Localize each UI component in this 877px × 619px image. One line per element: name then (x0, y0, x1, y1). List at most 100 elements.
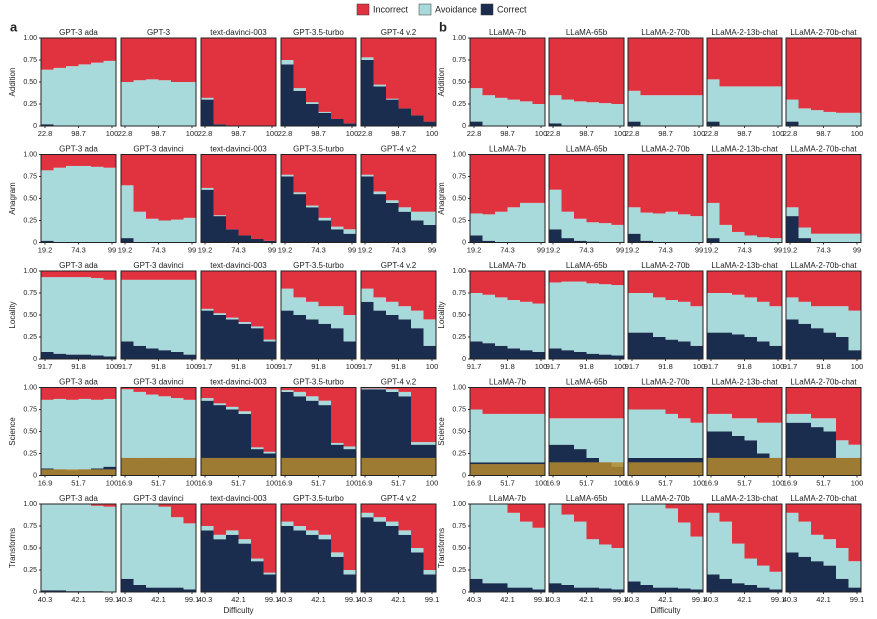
bar-segment (78, 277, 92, 355)
bar-segment (386, 315, 399, 359)
panel-group-label: a (10, 19, 18, 34)
bar-segment (171, 279, 184, 352)
x-tick-label: 100 (614, 478, 627, 487)
bar-segment (678, 387, 691, 419)
bar-segment (158, 220, 172, 243)
bar-segment (121, 279, 134, 342)
bar-segment (41, 271, 54, 278)
bar-segment (586, 283, 600, 354)
bar-segment (786, 319, 799, 359)
bar-segment (423, 345, 437, 359)
row-label: Science (437, 417, 446, 446)
x-tick-label: 100 (772, 478, 785, 487)
x-tick-label: 74.3 (816, 245, 831, 254)
bar-segment (848, 310, 862, 351)
bar-segment (532, 387, 546, 414)
x-tick-label: 99 (616, 245, 624, 254)
bar-segment (306, 534, 319, 592)
panel-title: GPT-3.5-turbo (293, 261, 344, 270)
bar-segment (133, 387, 147, 392)
x-tick-label: 51.7 (658, 478, 673, 487)
bar-segment (121, 82, 134, 126)
bar-segment (757, 271, 770, 302)
x-tick-label: 98.7 (391, 129, 406, 138)
x-tick-label: 99 (774, 245, 782, 254)
bar-segment (786, 271, 799, 298)
bar-segment (611, 504, 625, 548)
panel-title: GPT-3 davinci (133, 261, 183, 270)
bar-segment (836, 271, 849, 307)
bar-segment (238, 539, 252, 544)
bar-segment (343, 38, 357, 124)
bar-segment (811, 387, 824, 419)
panel-title: GPT-3.5-turbo (293, 28, 344, 37)
bar-segment (719, 86, 733, 126)
bar-segment (411, 115, 424, 126)
bar-segment (53, 167, 67, 243)
x-tick-label: 91.7 (704, 362, 719, 371)
bar-segment (386, 202, 399, 243)
bar-segment (707, 154, 720, 203)
x-tick-label: 74.3 (311, 245, 326, 254)
bar-segment (665, 339, 679, 359)
bar-segment (343, 504, 357, 570)
bar-segment (507, 38, 521, 100)
bar-segment (482, 154, 496, 215)
bar-segment (628, 409, 641, 458)
bar-segment (690, 95, 704, 126)
chance-band (549, 462, 624, 476)
bar-segment (470, 88, 483, 122)
bar-segment (495, 211, 508, 243)
bar-segment (293, 154, 307, 193)
bar-segment (133, 504, 147, 585)
bar-segment (848, 350, 862, 359)
bar-segment (757, 387, 770, 423)
bar-segment (91, 505, 104, 592)
bar-segment (769, 504, 783, 572)
bar-segment (532, 589, 546, 592)
bar-segment (373, 86, 387, 126)
bar-segment (41, 351, 54, 359)
bar-segment (769, 238, 783, 243)
bar-segment (757, 504, 770, 566)
y-tick-label: 0.75 (23, 523, 37, 530)
x-tick-label: 91.7 (625, 362, 640, 371)
chance-band (628, 462, 703, 476)
bar-segment (78, 154, 92, 166)
bar-segment (53, 398, 67, 470)
bar-segment (719, 578, 733, 592)
panel-title: LLaMA-2-70b-chat (790, 28, 857, 37)
bar-segment (201, 530, 214, 592)
x-tick-label: 100 (535, 129, 548, 138)
x-tick-label: 74.3 (737, 245, 752, 254)
bar-segment (78, 38, 92, 65)
bar-segment (91, 62, 104, 126)
y-tick-label: 0.75 (23, 406, 37, 413)
panel-title: LLaMA-2-70b (641, 145, 690, 154)
bar-segment (495, 345, 508, 359)
y-tick-label: 1.00 (452, 268, 466, 275)
bar-segment (343, 574, 357, 592)
y-tick-label: 0.25 (452, 567, 466, 574)
bar-segment (640, 240, 654, 243)
bar-segment (251, 558, 264, 562)
x-tick-label: 22.8 (118, 129, 133, 138)
x-tick-label: 98.7 (816, 129, 831, 138)
x-tick-label: 22.8 (546, 129, 561, 138)
bar-segment (201, 504, 214, 526)
x-tick-label: 19.2 (38, 245, 53, 254)
y-tick-label: 0.50 (23, 195, 37, 202)
bar-segment (41, 154, 54, 171)
bar-segment (549, 95, 562, 124)
row-label: Locality (8, 301, 17, 328)
panel-title: LLaMA-65b (566, 378, 608, 387)
bar-segment (690, 422, 704, 458)
bar-segment (574, 418, 587, 450)
bar-segment (361, 517, 374, 592)
x-tick-label: 51.7 (500, 478, 515, 487)
bar-segment (411, 38, 424, 116)
bar-segment (373, 154, 387, 192)
bar-segment (574, 101, 587, 126)
bar-segment (281, 176, 294, 243)
bar-segment (331, 226, 344, 230)
